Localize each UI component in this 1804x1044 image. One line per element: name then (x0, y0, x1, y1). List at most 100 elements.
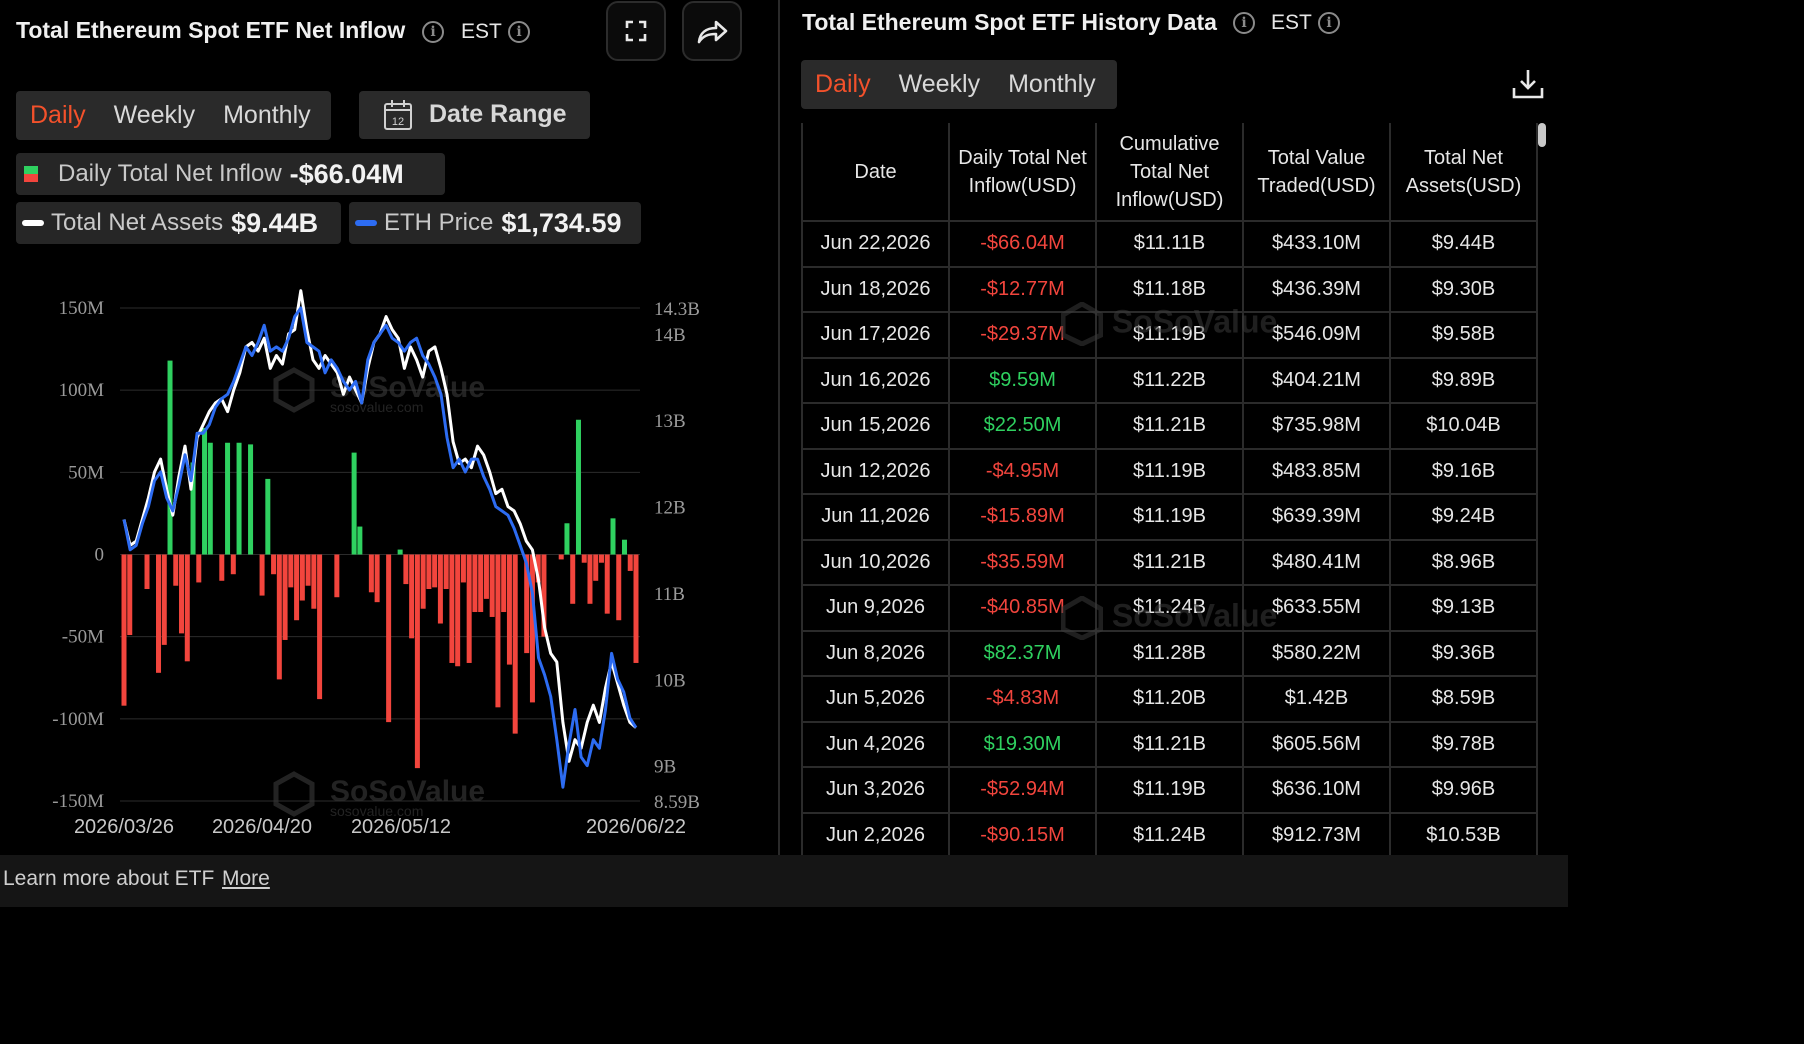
tab-daily[interactable]: Daily (815, 70, 871, 98)
y-right-tick-label: 14.3B (654, 299, 700, 320)
cell-net-assets: $9.24B (1390, 494, 1538, 541)
inflow-bar (167, 360, 173, 555)
tab-weekly[interactable]: Weekly (898, 70, 981, 98)
legend-inflow: Daily Total Net Inflow -$66.04M (16, 153, 445, 195)
table-row[interactable]: Jun 8,2026 $82.37M $11.28B $580.22M $9.36B (801, 630, 1538, 677)
tab-weekly[interactable]: Weekly (113, 101, 196, 129)
assets-legend-label: Total Net Assets (51, 209, 224, 236)
cell-daily-net-inflow: -$4.95M (949, 448, 1097, 495)
inflow-bar (271, 554, 277, 575)
inflow-bar (397, 549, 403, 555)
inflow-bar (633, 554, 639, 663)
inflow-bar (403, 554, 409, 585)
cell-daily-net-inflow: -$35.59M (949, 539, 1097, 586)
table-scrollbar-thumb[interactable] (1538, 123, 1546, 147)
y-right-tick-label: 13B (654, 411, 686, 432)
table-row[interactable]: Jun 10,2026 -$35.59M $11.21B $480.41M $8.96B (801, 539, 1538, 586)
table-row[interactable]: Jun 3,2026 -$52.94M $11.19B $636.10M $9.96B (801, 767, 1538, 814)
table-row[interactable]: Jun 5,2026 -$4.83M $11.20B $1.42B $8.59B (801, 676, 1538, 723)
cell-value-traded: $436.39M (1243, 266, 1391, 313)
tab-monthly[interactable]: Monthly (223, 101, 311, 129)
calendar-day: 12 (392, 116, 404, 128)
inflow-bar (524, 554, 530, 654)
inflow-bar (570, 554, 576, 604)
timezone-label: EST (1271, 11, 1312, 34)
table-row[interactable]: Jun 22,2026 -$66.04M $11.11B $433.10M $9.44B (801, 221, 1538, 268)
cell-cumulative-inflow: $11.21B (1096, 403, 1244, 450)
inflow-chart[interactable]: 150M 100M 50M 0 -50M -100M -150M 14.3B 14B 13B 12B… (0, 280, 778, 855)
cell-date: Jun 3,2026 (801, 767, 950, 814)
eth-price-line (122, 306, 638, 789)
fullscreen-icon (625, 20, 647, 42)
cell-net-assets: $8.59B (1390, 676, 1538, 723)
table-row[interactable]: Jun 9,2026 -$40.85M $11.24B $633.55M $9.13B (801, 585, 1538, 632)
more-link[interactable]: More (222, 867, 270, 890)
price-legend-value: $1,734.59 (501, 207, 622, 238)
watermark-domain-text: sosovalue.com (330, 803, 423, 819)
price-legend-swatch (355, 220, 377, 226)
table-row[interactable]: Jun 4,2026 $19.30M $11.21B $605.56M $9.78B (801, 721, 1538, 768)
inflow-bar (495, 554, 501, 708)
inflow-bar (317, 554, 323, 700)
table-row[interactable]: Jun 12,2026 -$4.95M $11.19B $483.85M $9.16B (801, 448, 1538, 495)
download-icon[interactable] (1510, 66, 1546, 102)
inflow-bar (219, 554, 225, 581)
history-table-container[interactable]: Date Daily Total Net Inflow(USD) Cumulat… (801, 123, 1538, 855)
timezone-info-icon[interactable]: i (1318, 12, 1340, 34)
y-right-tick-label: 10B (654, 670, 686, 691)
fullscreen-button[interactable] (606, 1, 666, 61)
table-row[interactable]: Jun 17,2026 -$29.37M $11.19B $546.09M $9.58B (801, 312, 1538, 359)
inflow-bar (161, 554, 167, 645)
cell-net-assets: $9.16B (1390, 448, 1538, 495)
inflow-bar (483, 554, 489, 599)
inflow-bar (368, 554, 374, 593)
tab-monthly[interactable]: Monthly (1008, 70, 1096, 98)
inflow-bar (121, 554, 127, 706)
inflow-bar (478, 554, 484, 613)
info-icon[interactable]: i (1233, 12, 1255, 34)
cell-date: Jun 9,2026 (801, 585, 950, 632)
table-row[interactable]: Jun 11,2026 -$15.89M $11.19B $639.39M $9.24B (801, 494, 1538, 541)
y-left-tick-label: -150M (52, 791, 104, 812)
table-scrollbar[interactable] (1538, 123, 1546, 855)
y-left-tick-label: 100M (59, 380, 105, 401)
inflow-bar (144, 554, 150, 590)
inflow-bar (311, 554, 317, 609)
inflow-bar (299, 554, 305, 601)
share-button[interactable] (682, 1, 742, 61)
footer-text: Learn more about ETF (3, 867, 215, 890)
table-row[interactable]: Jun 18,2026 -$12.77M $11.18B $436.39M $9.30B (801, 266, 1538, 313)
table-row[interactable]: Jun 2,2026 -$90.15M $11.24B $912.73M $10.53B (801, 812, 1538, 855)
cell-date: Jun 11,2026 (801, 494, 950, 541)
cell-date: Jun 10,2026 (801, 539, 950, 586)
info-icon[interactable]: i (422, 21, 444, 43)
inflow-chart-svg: 150M 100M 50M 0 -50M -100M -150M 14.3B 14B 13B 12B… (52, 289, 700, 838)
inflow-bar (512, 554, 518, 734)
cell-cumulative-inflow: $11.19B (1096, 494, 1244, 541)
timezone-info-icon[interactable]: i (508, 21, 530, 43)
price-legend-label: ETH Price (384, 209, 494, 236)
inflow-bar (621, 539, 627, 555)
inflow-bar (305, 554, 311, 586)
inflow-bar (420, 554, 426, 609)
date-range-button[interactable]: 12 Date Range (359, 91, 590, 139)
y-right-tick-label: 11B (654, 584, 685, 605)
inflow-bar (489, 554, 495, 617)
cell-net-assets: $9.78B (1390, 721, 1538, 768)
cell-daily-net-inflow: -$66.04M (949, 221, 1097, 268)
table-row[interactable]: Jun 15,2026 $22.50M $11.21B $735.98M $10.04B (801, 403, 1538, 450)
tab-daily[interactable]: Daily (30, 101, 86, 129)
table-row[interactable]: Jun 16,2026 $9.59M $11.22B $404.21M $9.89B (801, 357, 1538, 404)
cell-date: Jun 18,2026 (801, 266, 950, 313)
cell-date: Jun 5,2026 (801, 676, 950, 723)
net-inflow-panel: Total Ethereum Spot ETF Net Inflow i EST… (0, 0, 778, 855)
inflow-bar (610, 518, 616, 555)
inflow-bar (455, 554, 461, 667)
y-right-tick-label: 9B (654, 757, 676, 778)
cell-value-traded: $639.39M (1243, 494, 1391, 541)
cell-daily-net-inflow: -$40.85M (949, 585, 1097, 632)
y-left-tick-label: 50M (68, 462, 104, 483)
y-right-tick-label: 14B (654, 325, 686, 346)
cell-cumulative-inflow: $11.21B (1096, 721, 1244, 768)
share-icon (697, 20, 728, 44)
